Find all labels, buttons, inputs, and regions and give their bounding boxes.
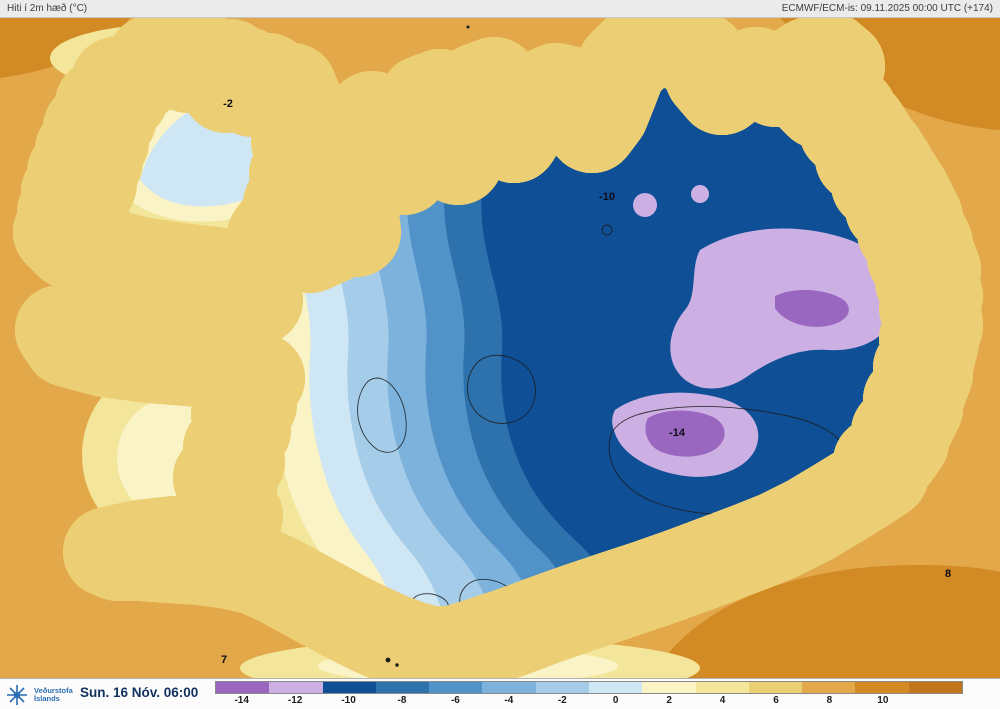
legend-tick: 10 [877, 695, 889, 706]
legend-swatch [375, 682, 430, 693]
model-run-label: ECMWF/ECM-is: 09.11.2025 00:00 UTC (+174… [781, 3, 993, 14]
legend-swatch [802, 682, 856, 693]
met-office-name: Veðurstofa Íslands [34, 686, 73, 703]
legend-color-strip [215, 681, 963, 694]
bottom-bar: Veðurstofa Íslands Sun. 16 Nóv. 06:00 -1… [0, 678, 1000, 709]
legend-swatch [482, 682, 536, 693]
legend-swatch [908, 682, 962, 693]
legend-tick: 2 [666, 695, 672, 706]
legend-tick: 6 [773, 695, 779, 706]
product-label: Hiti í 2m hæð (°C) [7, 3, 88, 14]
legend-swatch [588, 682, 643, 693]
legend-swatch [216, 682, 270, 693]
legend-swatch [322, 682, 376, 693]
legend-tick: -14 [234, 695, 249, 706]
map-canvas [0, 18, 1000, 678]
map-temp-label: 7 [220, 654, 228, 666]
map-temp-label: 8 [944, 568, 952, 580]
legend-swatch [429, 682, 483, 693]
islands [385, 25, 470, 667]
legend-tick: 8 [826, 695, 833, 706]
legend-tick: -6 [450, 695, 460, 706]
vedurstofa-logo-icon [7, 685, 27, 705]
legend-swatch [269, 682, 323, 693]
top-info-bar: Hiti í 2m hæð (°C) ECMWF/ECM-is: 09.11.2… [0, 0, 1000, 18]
legend-tick: -12 [287, 695, 303, 706]
legend-swatch [695, 682, 749, 693]
temperature-legend: -14 -12 -10 -8 -6 -4 -2 0 2 4 6 8 10 [215, 681, 963, 708]
legend-tick: 0 [612, 695, 619, 706]
legend-tick: 4 [719, 695, 726, 706]
map-temp-label: -2 [223, 98, 233, 110]
legend-swatch [748, 682, 803, 693]
legend-tick: -4 [504, 695, 514, 706]
legend-tick: -10 [341, 695, 356, 706]
met-office-brand: Veðurstofa Íslands [4, 683, 73, 707]
map-temp-label: -14 [669, 427, 685, 439]
map-temp-label: -10 [599, 191, 615, 203]
valid-time-label: Sun. 16 Nóv. 06:00 [80, 685, 199, 700]
legend-swatch [535, 682, 589, 693]
legend-tick: -8 [397, 695, 407, 706]
temperature-map-iceland: -2 -10 -14 7 8 [0, 18, 1000, 678]
legend-swatch [855, 682, 909, 693]
legend-tick-labels: -14 -12 -10 -8 -6 -4 -2 0 2 4 6 8 10 [215, 694, 963, 707]
legend-swatch [642, 682, 696, 693]
legend-tick: -2 [557, 695, 567, 706]
